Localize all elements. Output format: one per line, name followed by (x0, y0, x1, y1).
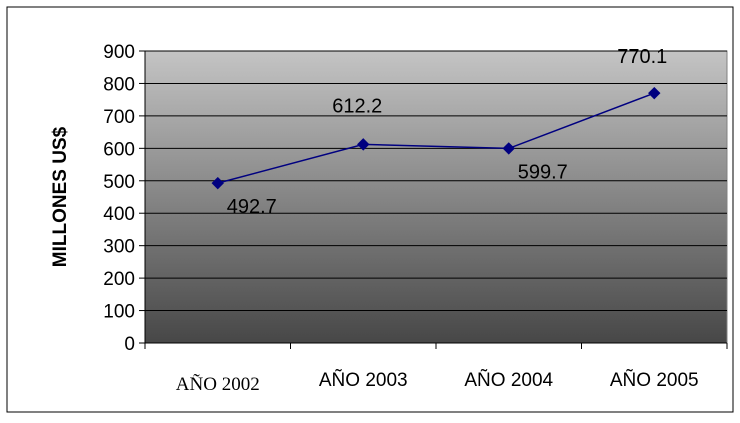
x-category-label: AÑO 2005 (610, 369, 699, 391)
x-category-label: AÑO 2002 (176, 373, 260, 395)
y-tick-label: 400 (103, 204, 135, 225)
y-tick-label: 200 (103, 269, 135, 290)
data-point-marker (211, 176, 224, 190)
y-axis-title: MILLONES US$ (50, 126, 71, 267)
data-label: 612.2 (332, 95, 382, 117)
series-polyline (217, 92, 655, 184)
y-tick-label: 600 (103, 139, 135, 160)
y-tick-labels: 0 100 200 300 400 500 600 700 800 900 (103, 42, 135, 355)
data-point-marker (648, 86, 661, 100)
y-tick-label: 500 (103, 172, 135, 193)
y-tick-label: 900 (103, 42, 135, 63)
y-tick-label: 300 (103, 237, 135, 258)
x-category-labels: AÑO 2002 AÑO 2003 AÑO 2004 AÑO 2005 (176, 369, 699, 395)
data-point-marker (357, 138, 370, 151)
y-tick-label: 800 (103, 74, 135, 95)
data-label: 770.1 (617, 46, 667, 68)
plot-area (144, 50, 728, 344)
data-label: 492.7 (227, 196, 277, 218)
data-labels: 492.7 612.2 599.7 770.1 (227, 46, 668, 218)
y-tick-label: 0 (124, 334, 135, 355)
y-tick-label: 100 (103, 302, 135, 323)
gridlines (145, 50, 727, 312)
axes (139, 50, 728, 349)
y-tick-label: 700 (103, 107, 135, 128)
data-label: 599.7 (518, 161, 568, 183)
x-category-label: AÑO 2003 (319, 369, 408, 391)
series-line (211, 86, 661, 190)
x-category-label: AÑO 2004 (464, 369, 553, 391)
data-point-marker (502, 142, 515, 155)
